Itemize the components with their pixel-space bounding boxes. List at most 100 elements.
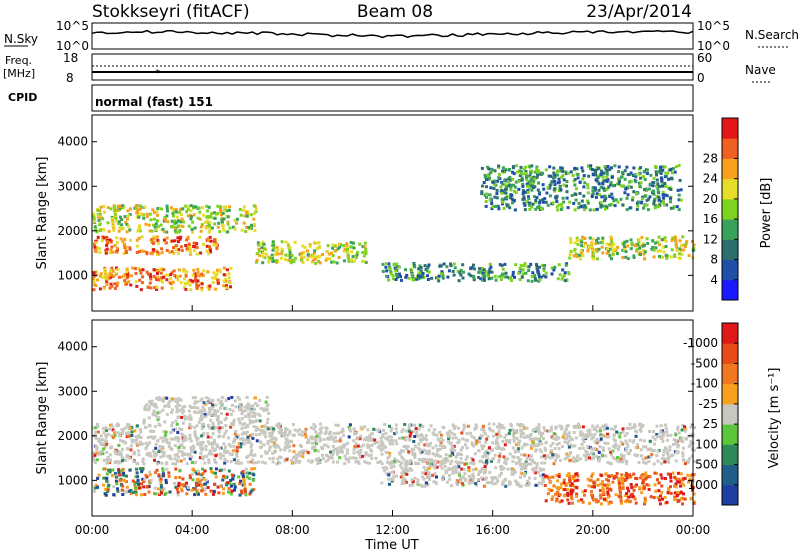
range-cell [521, 189, 525, 193]
range-cell [245, 430, 249, 434]
range-cell [188, 249, 192, 253]
range-cell [606, 442, 610, 445]
range-cell [291, 434, 295, 438]
range-cell [97, 453, 101, 457]
range-cell [206, 440, 210, 444]
range-cell [233, 437, 237, 440]
range-cell [327, 252, 331, 256]
range-cell [567, 431, 571, 435]
range-cell [642, 439, 646, 443]
range-cell [480, 192, 484, 196]
range-cell [162, 275, 166, 279]
range-cell [414, 427, 418, 431]
range-cell [417, 462, 420, 465]
range-cell [200, 418, 204, 422]
range-cell [200, 455, 204, 459]
range-cell [603, 199, 607, 203]
range-cell [300, 257, 304, 261]
range-cell [573, 247, 577, 251]
range-cell [292, 444, 296, 448]
range-cell [534, 483, 538, 487]
range-cell [389, 435, 393, 439]
range-cell [557, 203, 561, 207]
range-cell [446, 275, 450, 279]
range-cell [131, 440, 134, 444]
range-cell [536, 484, 540, 487]
range-cell [162, 430, 166, 433]
range-cell [247, 476, 251, 480]
range-cell [660, 457, 664, 461]
range-cell [176, 455, 180, 459]
range-cell [103, 439, 107, 443]
range-cell [529, 444, 533, 447]
range-cell [211, 403, 215, 407]
range-cell [644, 471, 648, 475]
range-cell [318, 254, 322, 258]
range-cell [312, 427, 316, 431]
range-cell [526, 279, 530, 283]
range-cell [156, 225, 160, 228]
range-cell [469, 478, 473, 482]
range-cell [534, 467, 538, 471]
range-cell [496, 204, 500, 208]
range-cell [354, 456, 358, 460]
range-cell [352, 246, 356, 250]
range-cell [211, 405, 215, 409]
range-cell [389, 462, 392, 466]
range-cell [284, 253, 288, 257]
range-cell [116, 209, 120, 212]
range-cell [558, 186, 562, 189]
range-cell [207, 230, 211, 234]
range-cell [135, 467, 138, 471]
range-cell [200, 484, 203, 488]
range-cell [263, 461, 267, 465]
range-cell [587, 174, 591, 178]
range-cell [634, 501, 638, 505]
range-cell [603, 441, 607, 445]
range-cell [126, 273, 130, 277]
range-cell [451, 471, 455, 475]
range-cell [652, 199, 656, 203]
range-cell [149, 429, 153, 433]
range-cell [678, 178, 682, 182]
range-cell [205, 219, 209, 223]
range-cell [590, 242, 594, 246]
range-cell [687, 254, 691, 257]
range-cell [180, 249, 184, 252]
range-cell [205, 249, 209, 253]
range-cell [693, 426, 696, 430]
range-cell [92, 271, 96, 275]
range-cell [597, 440, 601, 444]
range-cell [511, 270, 515, 274]
range-cell [681, 440, 685, 444]
colorbar-segment [722, 279, 738, 301]
range-cell [497, 458, 501, 462]
range-cell [544, 456, 547, 460]
range-cell [430, 458, 434, 462]
range-cell [525, 200, 529, 204]
range-cell [594, 195, 598, 199]
range-cell [475, 439, 479, 443]
range-cell [356, 460, 360, 464]
range-cell [209, 215, 212, 219]
range-cell [165, 236, 169, 240]
range-cell [673, 491, 677, 495]
range-cell [653, 206, 657, 210]
range-cell [369, 443, 373, 447]
range-cell [574, 252, 578, 256]
range-cell [253, 467, 257, 471]
range-cell [164, 430, 168, 434]
range-cell [154, 492, 158, 496]
range-cell [173, 481, 177, 485]
range-cell [159, 271, 163, 275]
range-cell [135, 209, 139, 213]
range-cell [666, 450, 670, 454]
range-cell [418, 423, 422, 427]
range-cell [438, 430, 442, 434]
range-cell [690, 454, 694, 458]
range-cell [173, 437, 177, 441]
range-cell [520, 453, 524, 457]
range-cell [380, 462, 384, 466]
range-cell [498, 474, 502, 478]
range-cell [480, 190, 484, 194]
